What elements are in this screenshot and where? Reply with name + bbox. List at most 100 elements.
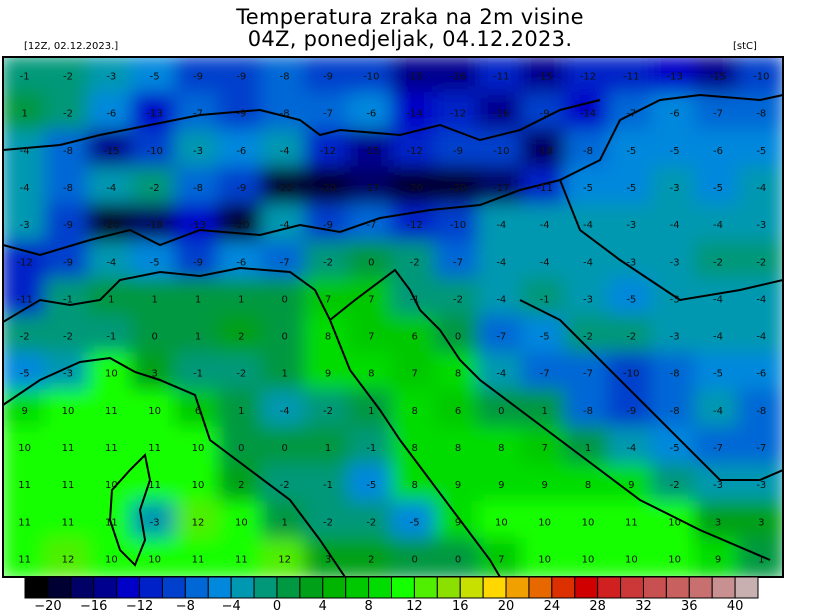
temperature-cell bbox=[44, 203, 92, 245]
grid-value-label: -5 bbox=[410, 517, 420, 528]
grid-value-label: 10 bbox=[148, 554, 161, 565]
grid-value-label: -4 bbox=[713, 332, 723, 343]
temperature-cell bbox=[87, 426, 135, 468]
grid-value-label: 8 bbox=[368, 369, 374, 380]
colorbar-swatch bbox=[47, 576, 72, 599]
temperature-cell bbox=[131, 500, 179, 542]
grid-value-label: 11 bbox=[105, 443, 118, 454]
grid-value-label: 0 bbox=[498, 406, 504, 417]
temperature-cell bbox=[737, 166, 783, 208]
unit-label: [stC] bbox=[733, 41, 757, 52]
grid-value-label: -12 bbox=[406, 146, 422, 157]
temperature-cell bbox=[521, 352, 569, 394]
colorbar-swatch bbox=[574, 576, 599, 599]
temperature-cell bbox=[477, 129, 525, 171]
temperature-cell bbox=[131, 57, 179, 97]
temperature-cell bbox=[217, 240, 265, 282]
temperature-cell bbox=[174, 463, 222, 505]
grid-value-label: -2 bbox=[366, 517, 376, 528]
colorbar-tick-label: −16 bbox=[80, 599, 108, 614]
colorbar-swatch bbox=[230, 576, 255, 599]
temperature-cell bbox=[607, 277, 655, 319]
temperature-cell bbox=[261, 129, 309, 171]
temperature-cell bbox=[521, 240, 569, 282]
colorbar-swatch bbox=[711, 576, 736, 599]
temperature-cell bbox=[391, 166, 439, 208]
grid-value-label: -15 bbox=[363, 146, 379, 157]
grid-value-label: -5 bbox=[150, 72, 160, 83]
grid-value-label: -5 bbox=[583, 183, 593, 194]
grid-value-label: -12 bbox=[406, 220, 422, 231]
grid-value-label: -3 bbox=[626, 257, 636, 268]
colorbar-tick-label: 40 bbox=[726, 599, 744, 614]
temperature-cell bbox=[131, 277, 179, 319]
grid-value-label: -8 bbox=[63, 183, 73, 194]
temperature-cell bbox=[174, 203, 222, 245]
temperature-cell bbox=[44, 277, 92, 319]
grid-value-label: -12 bbox=[16, 257, 32, 268]
temperature-cell bbox=[261, 537, 309, 577]
temperature-cell bbox=[3, 500, 49, 542]
temperature-cell bbox=[607, 166, 655, 208]
temperature-cell bbox=[261, 389, 309, 431]
temperature-cell bbox=[3, 389, 49, 431]
temperature-cell bbox=[217, 57, 265, 97]
grid-value-label: 3 bbox=[758, 517, 764, 528]
grid-value-label: -3 bbox=[670, 294, 680, 305]
grid-value-label: -5 bbox=[670, 146, 680, 157]
grid-value-label: 10 bbox=[148, 406, 161, 417]
temperature-cell bbox=[607, 463, 655, 505]
colorbar-swatch bbox=[93, 576, 118, 599]
grid-value-label: -9 bbox=[63, 220, 73, 231]
grid-value-label: -5 bbox=[626, 183, 636, 194]
grid-value-label: -3 bbox=[756, 480, 766, 491]
map-title: Temperatura zraka na 2m visine bbox=[236, 5, 584, 29]
grid-value-label: -9 bbox=[63, 257, 73, 268]
temperature-cell bbox=[304, 500, 352, 542]
temperature-cell bbox=[87, 92, 135, 134]
grid-value-label: 7 bbox=[541, 443, 547, 454]
colorbar-tick-label: −12 bbox=[125, 599, 154, 614]
temperature-cell bbox=[217, 500, 265, 542]
temperature-cell bbox=[694, 277, 742, 319]
temperature-cell bbox=[217, 315, 265, 357]
grid-value-label: -7 bbox=[366, 220, 376, 231]
grid-value-label: -11 bbox=[536, 183, 552, 194]
colorbar-swatch bbox=[161, 576, 186, 599]
temperature-cell bbox=[434, 537, 482, 577]
temperature-cell bbox=[131, 389, 179, 431]
temperature-cell bbox=[217, 463, 265, 505]
temperature-cell bbox=[131, 315, 179, 357]
grid-value-label: -7 bbox=[626, 109, 636, 120]
grid-value-label: -2 bbox=[713, 257, 723, 268]
temperature-cell bbox=[607, 129, 655, 171]
temperature-cell bbox=[217, 129, 265, 171]
temperature-cell bbox=[304, 166, 352, 208]
temperature-cell bbox=[347, 426, 395, 468]
grid-value-label: -7 bbox=[193, 109, 203, 120]
grid-value-label: -4 bbox=[713, 220, 723, 231]
temperature-cell bbox=[3, 203, 49, 245]
model-run-label: [12Z, 02.12.2023.] bbox=[24, 41, 119, 52]
colorbar-swatch bbox=[116, 576, 141, 599]
grid-value-label: 10 bbox=[668, 554, 681, 565]
grid-value-label: 10 bbox=[625, 554, 638, 565]
grid-value-label: -4 bbox=[280, 220, 290, 231]
grid-value-label: -2 bbox=[280, 480, 290, 491]
grid-value-label: -2 bbox=[63, 72, 73, 83]
grid-value-label: -4 bbox=[496, 257, 506, 268]
grid-value-label: 3 bbox=[325, 554, 331, 565]
temperature-cell bbox=[477, 537, 525, 577]
colorbar-swatch bbox=[139, 576, 163, 599]
temperature-cell bbox=[391, 129, 439, 171]
temperature-cell bbox=[174, 426, 222, 468]
grid-value-label: -20 bbox=[103, 220, 119, 231]
temperature-cell bbox=[737, 500, 783, 542]
temperature-cell bbox=[737, 240, 783, 282]
grid-value-label: -20 bbox=[276, 183, 292, 194]
temperature-cell bbox=[131, 203, 179, 245]
temperature-cell bbox=[694, 500, 742, 542]
grid-value-label: -3 bbox=[20, 220, 30, 231]
temperature-cell bbox=[304, 352, 352, 394]
temperature-cell bbox=[44, 389, 92, 431]
